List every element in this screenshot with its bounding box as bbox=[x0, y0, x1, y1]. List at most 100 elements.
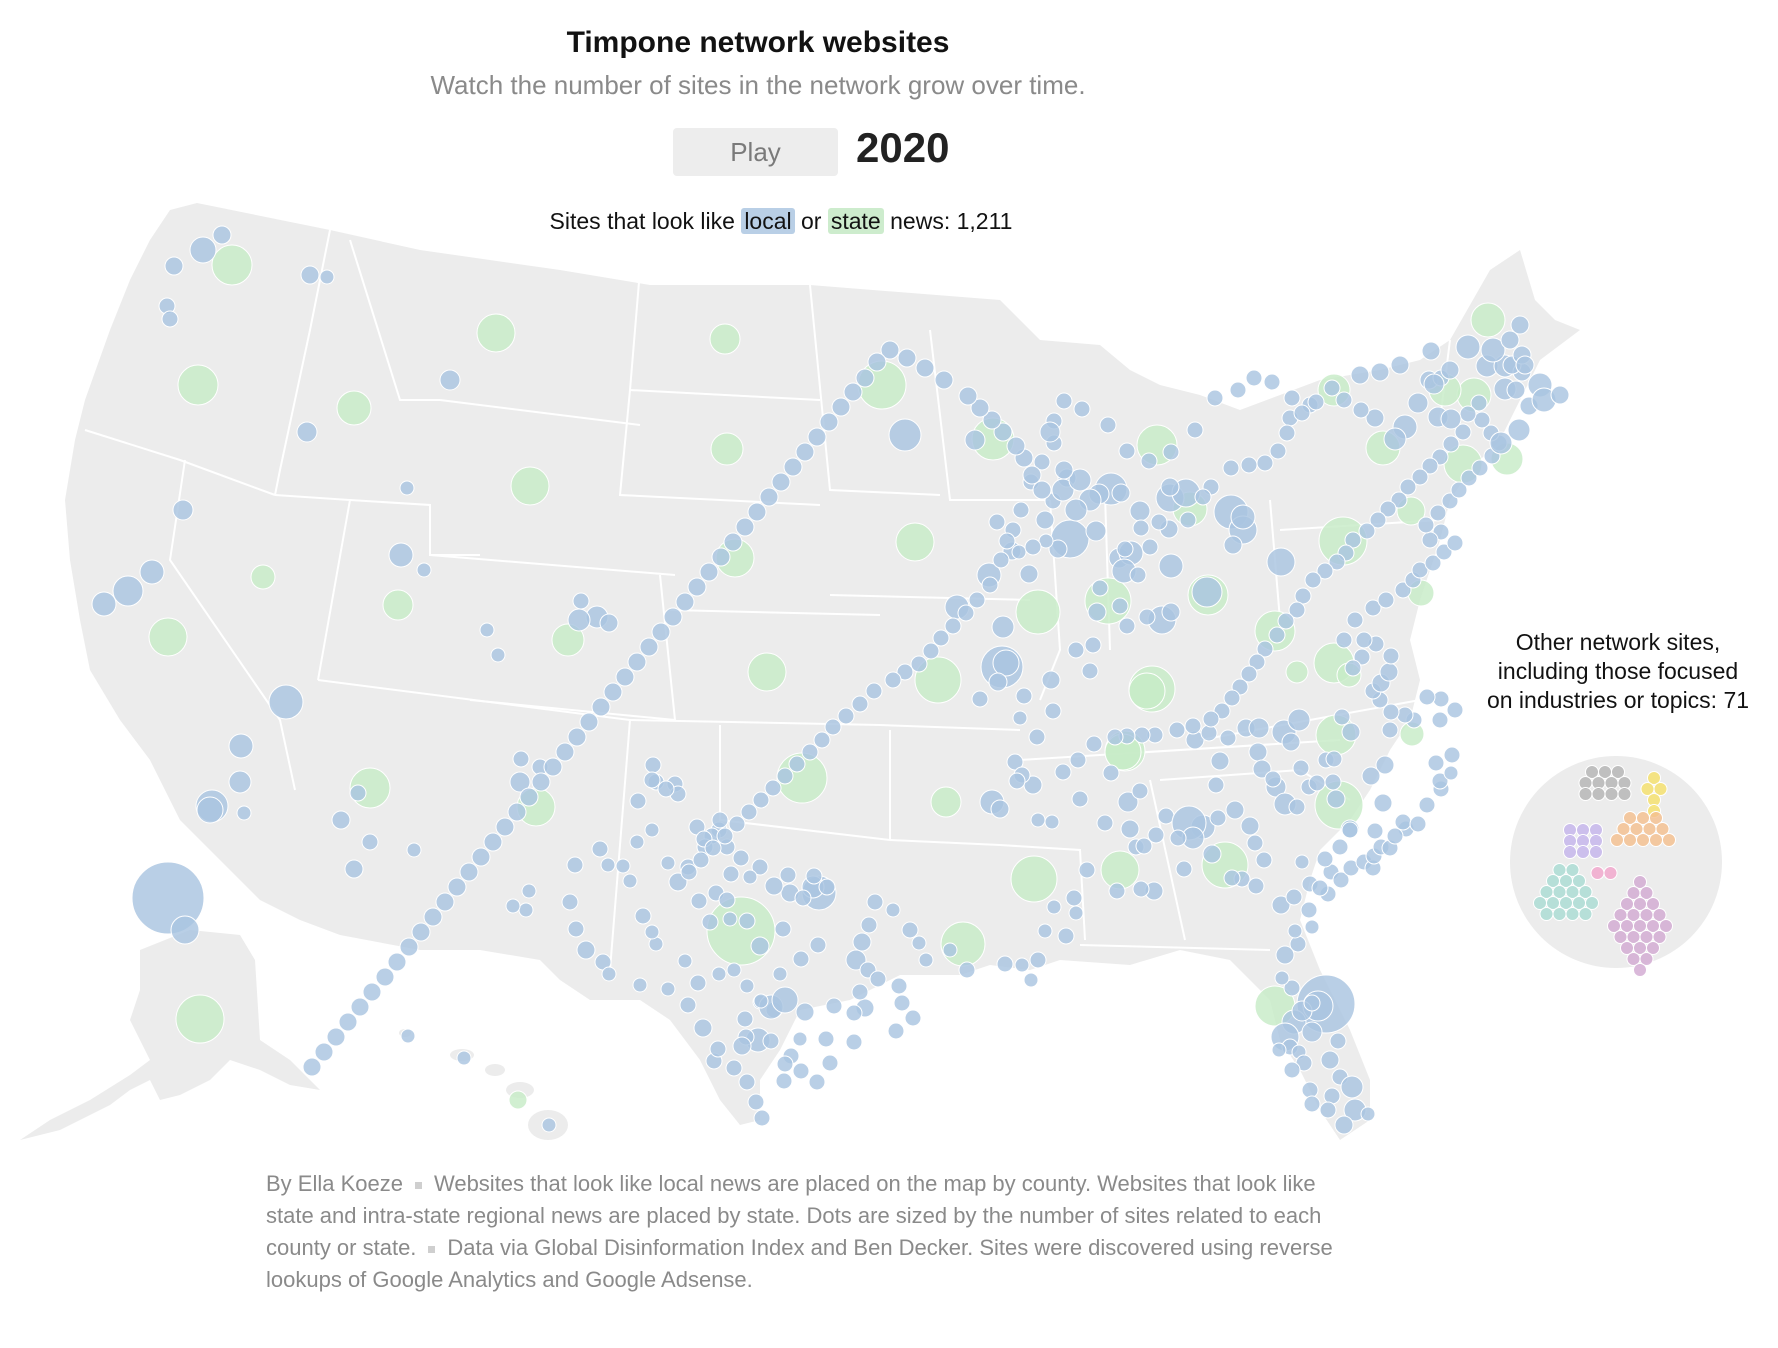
cluster-dot-orange bbox=[1662, 833, 1676, 847]
border-ne-ks bbox=[669, 609, 881, 616]
state-dot bbox=[211, 244, 253, 286]
border-ia-mo bbox=[829, 594, 1031, 601]
cluster-dot-mauve bbox=[1646, 897, 1660, 911]
local-dot bbox=[1454, 423, 1472, 441]
local-dot bbox=[1460, 469, 1478, 487]
state-dot bbox=[706, 896, 776, 966]
local-dot bbox=[1446, 534, 1464, 552]
local-dot bbox=[1308, 774, 1326, 792]
local-dot bbox=[326, 1027, 346, 1047]
local-dot bbox=[591, 840, 609, 858]
local-dot bbox=[1085, 735, 1103, 753]
local-dot bbox=[1085, 520, 1107, 542]
local-dot bbox=[1283, 979, 1301, 997]
local-dot bbox=[825, 997, 843, 1015]
local-dot bbox=[725, 1059, 743, 1077]
local-dot bbox=[362, 982, 382, 1002]
state-dot bbox=[1285, 660, 1309, 684]
local-dot bbox=[1424, 554, 1442, 572]
cluster-dot-mauve bbox=[1652, 908, 1667, 922]
local-dot bbox=[795, 442, 815, 462]
local-dot bbox=[1158, 553, 1184, 579]
footer-note: By Ella Koeze Websites that look like loc… bbox=[266, 1168, 1361, 1296]
local-dot bbox=[490, 647, 506, 663]
local-dot bbox=[668, 872, 688, 892]
state-borders bbox=[84, 229, 1451, 971]
local-dot bbox=[416, 562, 432, 578]
local-dot bbox=[1131, 782, 1149, 800]
local-dot bbox=[531, 772, 551, 792]
local-dot bbox=[762, 1032, 780, 1050]
local-dot bbox=[375, 967, 395, 987]
local-dot bbox=[957, 604, 975, 622]
local-dot bbox=[711, 966, 727, 982]
local-dot bbox=[1370, 362, 1390, 382]
local-dot bbox=[1421, 531, 1439, 549]
local-dot bbox=[1431, 711, 1449, 729]
local-dot bbox=[1030, 812, 1046, 828]
local-dot bbox=[677, 953, 693, 969]
state-dot bbox=[1010, 855, 1058, 903]
local-dot bbox=[627, 652, 647, 672]
local-dot bbox=[1008, 772, 1026, 790]
state-dot bbox=[1015, 589, 1061, 635]
local-dot bbox=[1409, 815, 1427, 833]
local-dot bbox=[1011, 544, 1027, 560]
local-dot bbox=[764, 779, 782, 797]
local-dot bbox=[1078, 861, 1096, 879]
cluster-dot-yellow bbox=[1653, 782, 1668, 796]
local-dot bbox=[740, 803, 758, 821]
local-dot bbox=[1361, 766, 1381, 786]
local-dot bbox=[690, 892, 708, 910]
cluster-dot-orange bbox=[1610, 833, 1624, 847]
local-dot bbox=[1191, 576, 1223, 608]
local-dot bbox=[1057, 927, 1075, 945]
local-dot bbox=[809, 936, 827, 954]
local-dot bbox=[1246, 834, 1264, 852]
local-dot bbox=[1325, 750, 1343, 768]
local-dot bbox=[1068, 905, 1084, 921]
local-dot bbox=[1266, 547, 1296, 577]
local-dot bbox=[572, 592, 590, 610]
other-sites-line-2: including those focused bbox=[1497, 658, 1739, 684]
local-dot bbox=[399, 480, 415, 496]
cluster-dot-pink bbox=[1603, 866, 1618, 880]
legend-connector: or bbox=[801, 208, 822, 234]
local-dot bbox=[399, 937, 419, 957]
local-dot bbox=[302, 1057, 322, 1077]
other-sites-line-3: on industries or topics: 71 bbox=[1486, 687, 1750, 713]
local-dot bbox=[1037, 923, 1053, 939]
local-dot bbox=[910, 655, 928, 673]
play-button[interactable]: Play bbox=[673, 128, 838, 176]
cluster-dot-teal bbox=[1539, 907, 1554, 921]
year-label: 2020 bbox=[856, 124, 950, 171]
local-dot bbox=[601, 966, 617, 982]
local-dot bbox=[615, 667, 635, 687]
border-ut-wy bbox=[349, 499, 480, 556]
local-dot bbox=[1223, 689, 1241, 707]
local-dot bbox=[1033, 453, 1051, 471]
local-dot bbox=[1184, 717, 1202, 735]
local-dot bbox=[1326, 789, 1346, 809]
local-dot bbox=[1429, 504, 1447, 522]
local-dot bbox=[1111, 483, 1131, 503]
local-dot bbox=[738, 912, 756, 930]
cluster-dot-pink bbox=[1590, 866, 1605, 880]
local-dot bbox=[1106, 728, 1124, 746]
local-dot bbox=[541, 1117, 557, 1133]
border-al-ga bbox=[1149, 779, 1186, 941]
local-dot bbox=[349, 784, 367, 802]
local-dot bbox=[1459, 405, 1477, 423]
local-dot bbox=[805, 867, 823, 885]
local-dot bbox=[1161, 602, 1181, 622]
local-dot bbox=[1423, 373, 1445, 395]
byline: By Ella Koeze bbox=[266, 1171, 403, 1196]
local-dot bbox=[1332, 871, 1350, 889]
cluster-dot-teal bbox=[1552, 907, 1567, 921]
local-dot bbox=[1028, 728, 1046, 746]
local-dot bbox=[1489, 431, 1513, 455]
local-dot bbox=[509, 771, 531, 793]
local-dot bbox=[772, 966, 788, 982]
cluster-dot-teal bbox=[1565, 863, 1580, 877]
local-dot bbox=[1500, 330, 1520, 350]
